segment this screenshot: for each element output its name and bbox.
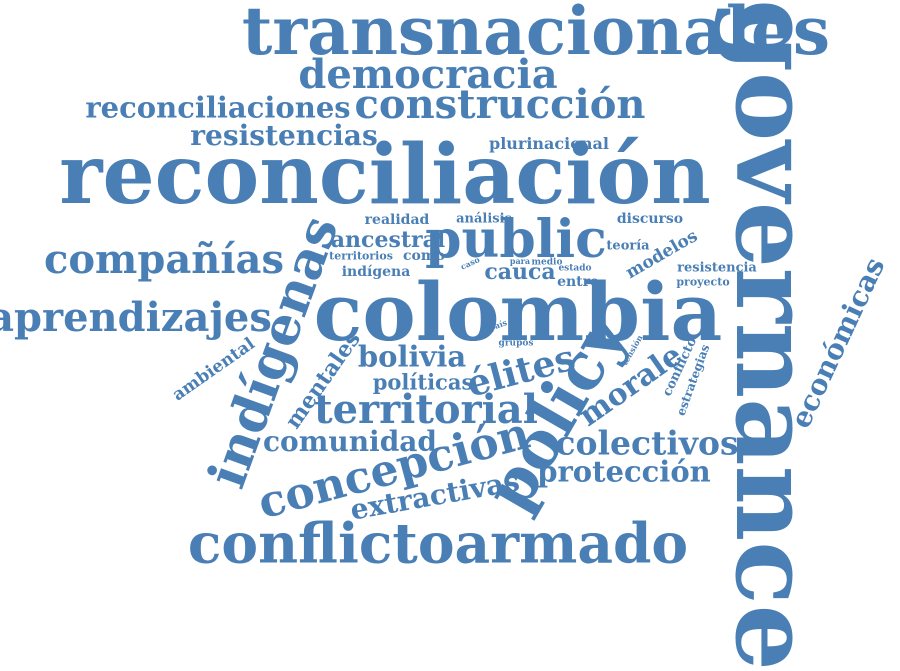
word-teoria: teoría [606,238,650,254]
word-ancestral: ancestral [330,227,446,253]
word-plurinacional: plurinacional [489,134,609,153]
word-indigena: indígena [341,264,411,280]
word-democracia: democracia [298,51,558,98]
word-public: public [425,209,607,270]
word-discurso: discurso [616,211,684,227]
word-territorios: territorios [329,249,393,263]
word-para: para [509,256,531,266]
word-governance: governance [712,0,835,671]
word-proteccion: protección [537,454,711,489]
word-cauca: cauca [484,259,556,285]
word-reconciliacion: reconciliación [59,127,711,223]
word-transnacionales: transnacionales [241,0,831,70]
word-aprendizajes: aprendizajes [0,294,272,341]
word-conflictoarmado: conflictoarmado [187,510,689,576]
word-realidad: realidad [364,212,430,228]
word-resistencia: resistencia [677,260,757,276]
word-proyecto: proyecto [676,275,730,289]
word-colombia: colombia [313,265,723,359]
word-como: como [402,248,446,264]
word-construccion: construcción [354,81,646,128]
word-territorial: territorial [314,386,538,433]
word-grupos: grupos [498,338,534,349]
word-colectivos: colectivos [555,423,739,463]
word-companias: compañías [44,236,284,283]
word-entre: entre [557,274,599,290]
word-estado: estado [558,263,592,274]
word-medio: medio [531,257,563,268]
word-reconciliaciones: reconciliaciones [85,90,351,125]
word-comunidad: comunidad [262,425,438,458]
word-analisis: análisis [456,211,512,227]
word-bolivia: bolivia [357,339,467,374]
word-resistencias: resistencias [190,119,378,152]
word-politicas: políticas [372,369,474,395]
